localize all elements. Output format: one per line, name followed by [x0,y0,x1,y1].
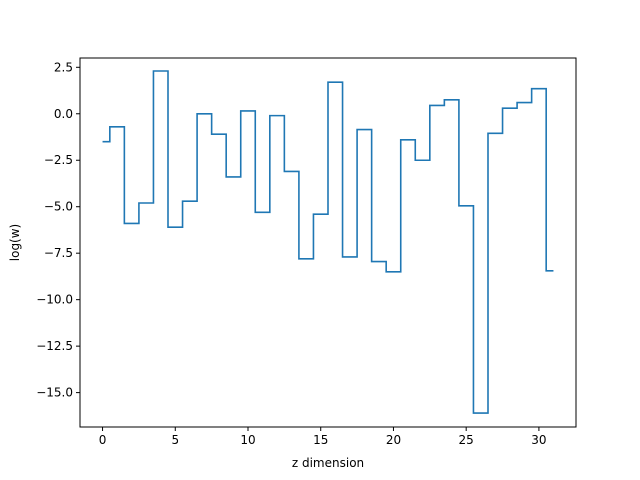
x-tick-label: 25 [459,433,474,447]
y-tick-label: 0.0 [54,107,73,121]
ticks: 0 5 10 15 20 25 30 2.5 0.0 −2.5 −5.0 −7.5 −10.0 −12.5… [36,60,546,447]
y-axis-label: log(w) [8,224,22,261]
x-axis-label: z dimension [292,456,364,470]
x-tick-label: 20 [386,433,401,447]
y-tick-label: −5.0 [44,200,73,214]
series-line [102,70,554,414]
axes-frame [79,57,577,428]
y-tick-label: −7.5 [44,246,73,260]
x-tick-label: 15 [313,433,328,447]
y-tick-label: 2.5 [54,60,73,74]
y-tick-label: −12.5 [36,339,73,353]
x-tick-label: 5 [171,433,179,447]
y-tick-label: −10.0 [36,293,73,307]
y-tick-label: −15.0 [36,386,73,400]
x-tick-label: 30 [531,433,546,447]
y-tick-label: −2.5 [44,153,73,167]
x-tick-label: 0 [99,433,107,447]
plot-area [102,70,554,414]
x-tick-label: 10 [240,433,255,447]
